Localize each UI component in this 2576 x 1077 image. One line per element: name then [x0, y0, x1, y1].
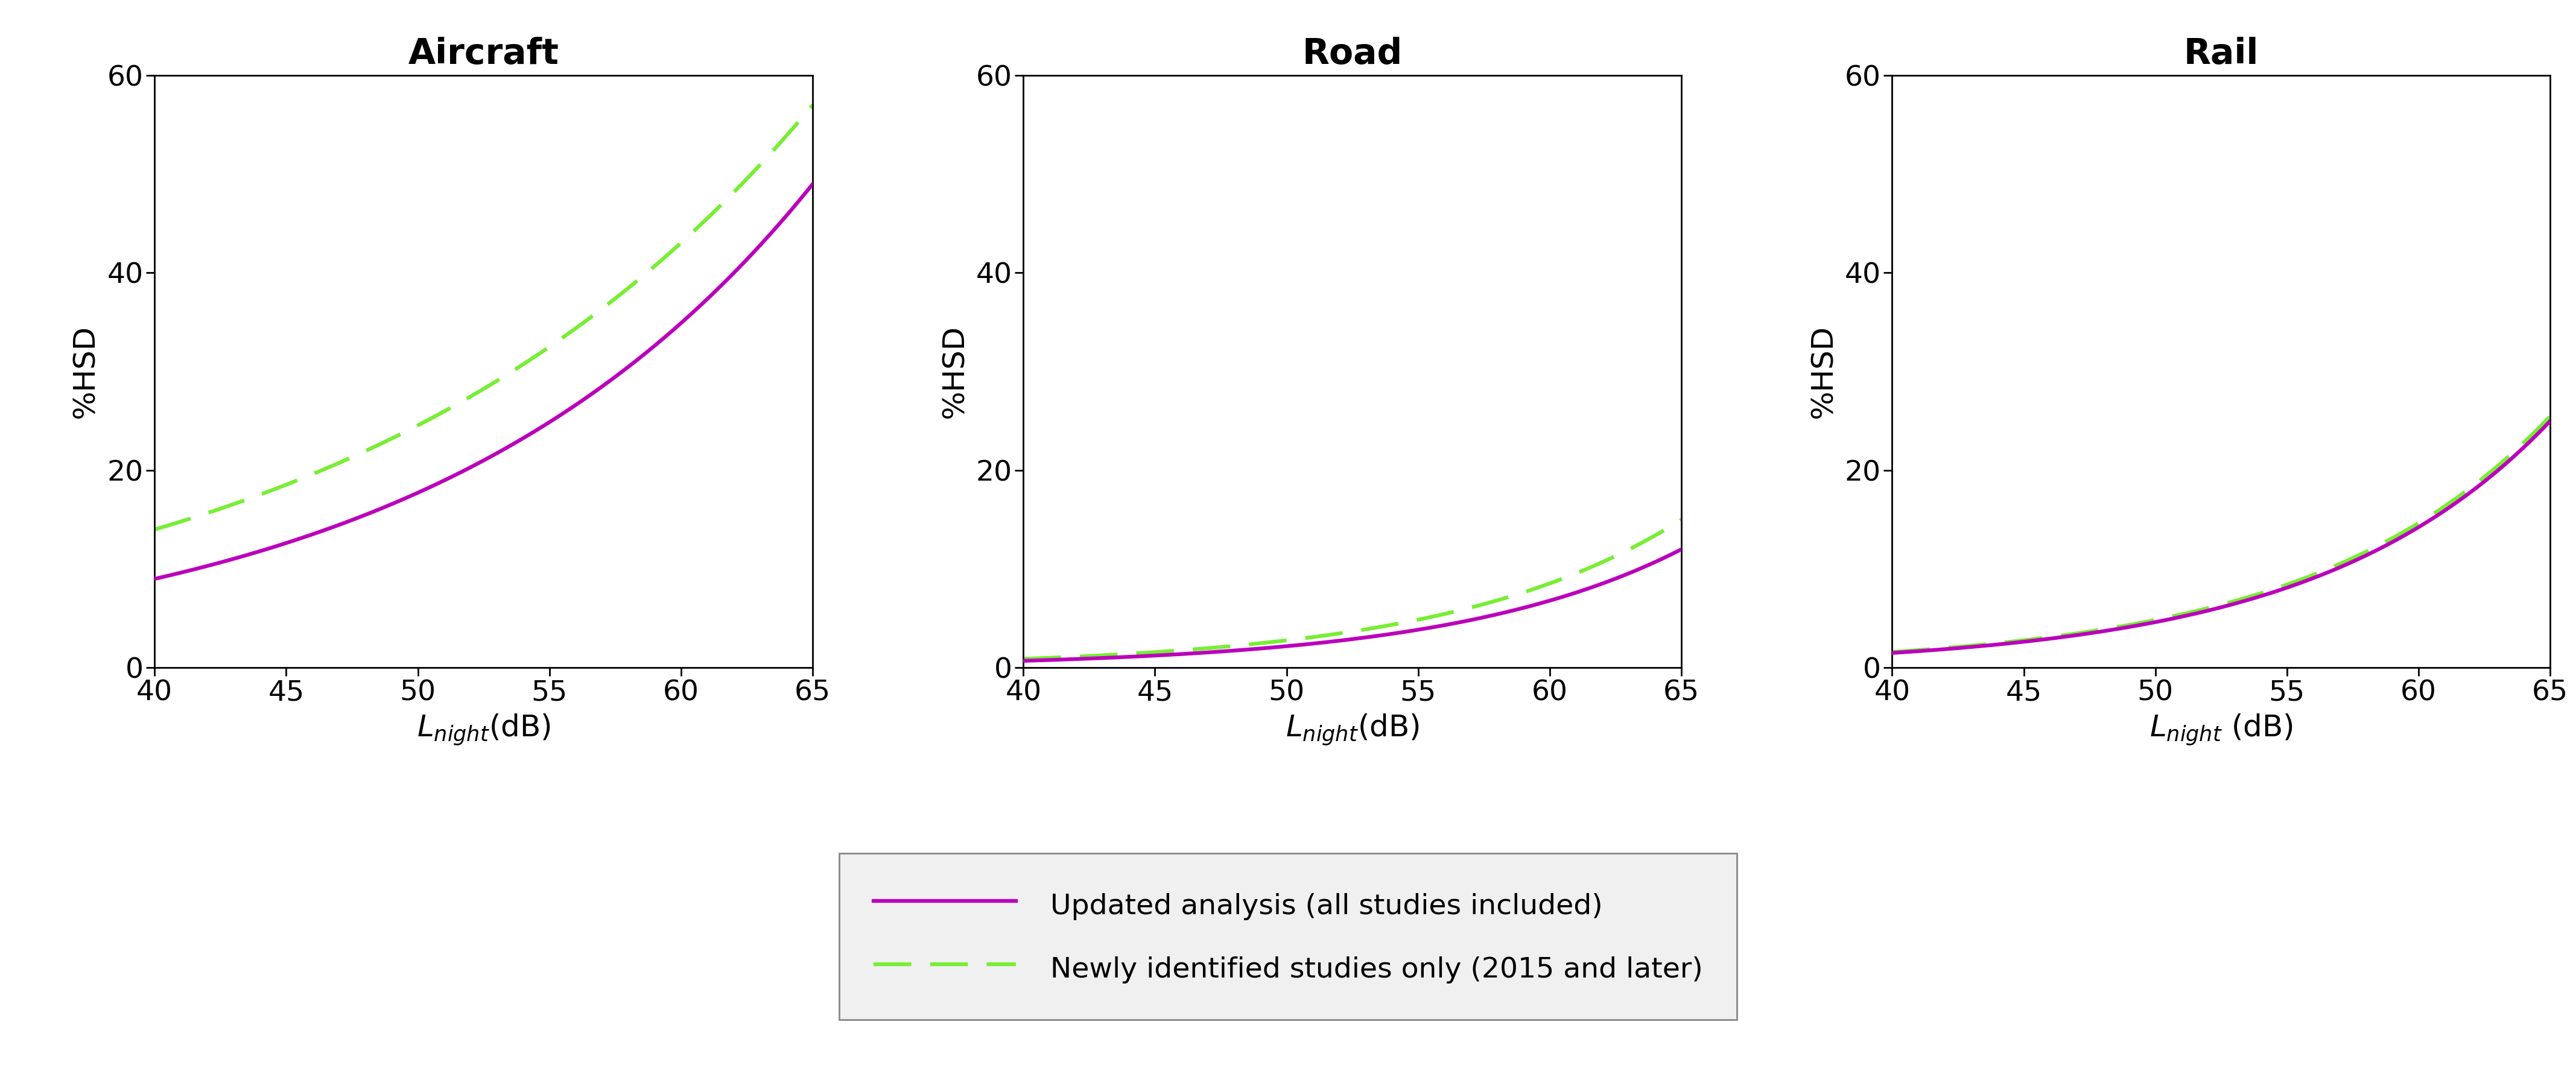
Title: Aircraft: Aircraft	[407, 37, 559, 71]
X-axis label: $L_{night}$ (dB): $L_{night}$ (dB)	[2148, 713, 2293, 747]
X-axis label: $L_{night}$(dB): $L_{night}$(dB)	[417, 713, 551, 747]
Y-axis label: %HSD: %HSD	[72, 325, 100, 418]
X-axis label: $L_{night}$(dB): $L_{night}$(dB)	[1285, 713, 1419, 747]
Title: Rail: Rail	[2184, 37, 2259, 71]
Legend: Updated analysis (all studies included), Newly identified studies only (2015 and: Updated analysis (all studies included),…	[840, 853, 1736, 1020]
Y-axis label: %HSD: %HSD	[1808, 325, 1837, 418]
Y-axis label: %HSD: %HSD	[940, 325, 969, 418]
Title: Road: Road	[1303, 37, 1401, 71]
